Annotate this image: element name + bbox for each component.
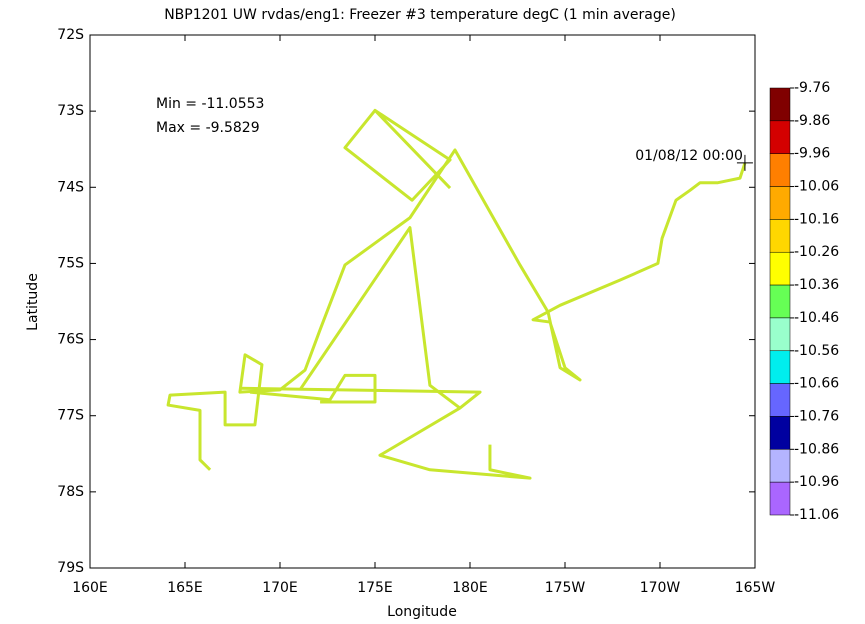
colorbar-swatch — [769, 251, 791, 286]
colorbar-label: -10.56 — [794, 343, 839, 359]
y-tick-label: 73S — [57, 103, 84, 119]
min-label: Min = -11.0553 — [156, 96, 264, 112]
y-tick-label: 76S — [57, 332, 84, 348]
colorbar-swatch — [769, 284, 791, 319]
x-tick-label: 180E — [452, 580, 488, 596]
x-tick-label: 160E — [72, 580, 108, 596]
y-tick-label: 75S — [57, 255, 84, 271]
y-tick-label: 72S — [57, 27, 84, 43]
ship-track — [166, 148, 747, 471]
colorbar-label: -10.46 — [794, 310, 839, 326]
colorbar-label: -9.96 — [794, 146, 830, 162]
colorbar-swatch — [769, 87, 791, 122]
x-axis-label: Longitude — [387, 604, 457, 620]
colorbar-label: -9.86 — [794, 113, 830, 129]
colorbar-swatch — [769, 153, 791, 187]
colorbar-label: -11.06 — [794, 507, 839, 523]
ship-track — [239, 386, 532, 480]
x-tick-label: 170E — [262, 580, 298, 596]
colorbar-swatch — [769, 186, 791, 220]
colorbar-label: -10.66 — [794, 376, 839, 392]
ship-track — [249, 373, 377, 404]
y-axis-label: Latitude — [25, 273, 41, 331]
chart-title: NBP1201 UW rvdas/eng1: Freezer #3 temper… — [164, 7, 676, 23]
colorbar-swatch — [769, 120, 791, 154]
y-tick-label: 74S — [57, 179, 84, 195]
max-label: Max = -9.5829 — [156, 120, 260, 136]
colorbar-label: -10.96 — [794, 474, 839, 490]
x-tick-label: 175W — [545, 580, 586, 596]
ship-track — [343, 108, 452, 202]
end-label: 01/08/12 00:00 — [635, 148, 743, 164]
x-tick-label: 165E — [167, 580, 203, 596]
x-tick-label: 170W — [640, 580, 681, 596]
colorbar-swatch — [769, 383, 791, 417]
end-marker — [736, 154, 753, 171]
x-tick-label: 175E — [357, 580, 393, 596]
plot-frame — [89, 34, 756, 569]
colorbar-swatch — [769, 219, 791, 253]
colorbar-label: -10.16 — [794, 211, 839, 227]
y-tick-label: 79S — [57, 560, 84, 576]
colorbar-swatch — [769, 317, 791, 352]
y-tick-label: 78S — [57, 484, 84, 500]
x-tick-label: 165W — [735, 580, 776, 596]
colorbar-swatch — [769, 350, 791, 384]
colorbar-swatch — [769, 449, 791, 483]
colorbar-label: -10.26 — [794, 244, 839, 260]
colorbar-swatch — [769, 481, 791, 516]
colorbar-label: -10.76 — [794, 408, 839, 424]
colorbar-label: -10.06 — [794, 179, 839, 195]
colorbar-label: -9.76 — [794, 80, 830, 96]
colorbar-label: -10.86 — [794, 441, 839, 457]
colorbar-label: -10.36 — [794, 277, 839, 293]
ship-track — [298, 226, 461, 410]
colorbar-swatch — [769, 416, 791, 450]
y-tick-label: 77S — [57, 408, 84, 424]
